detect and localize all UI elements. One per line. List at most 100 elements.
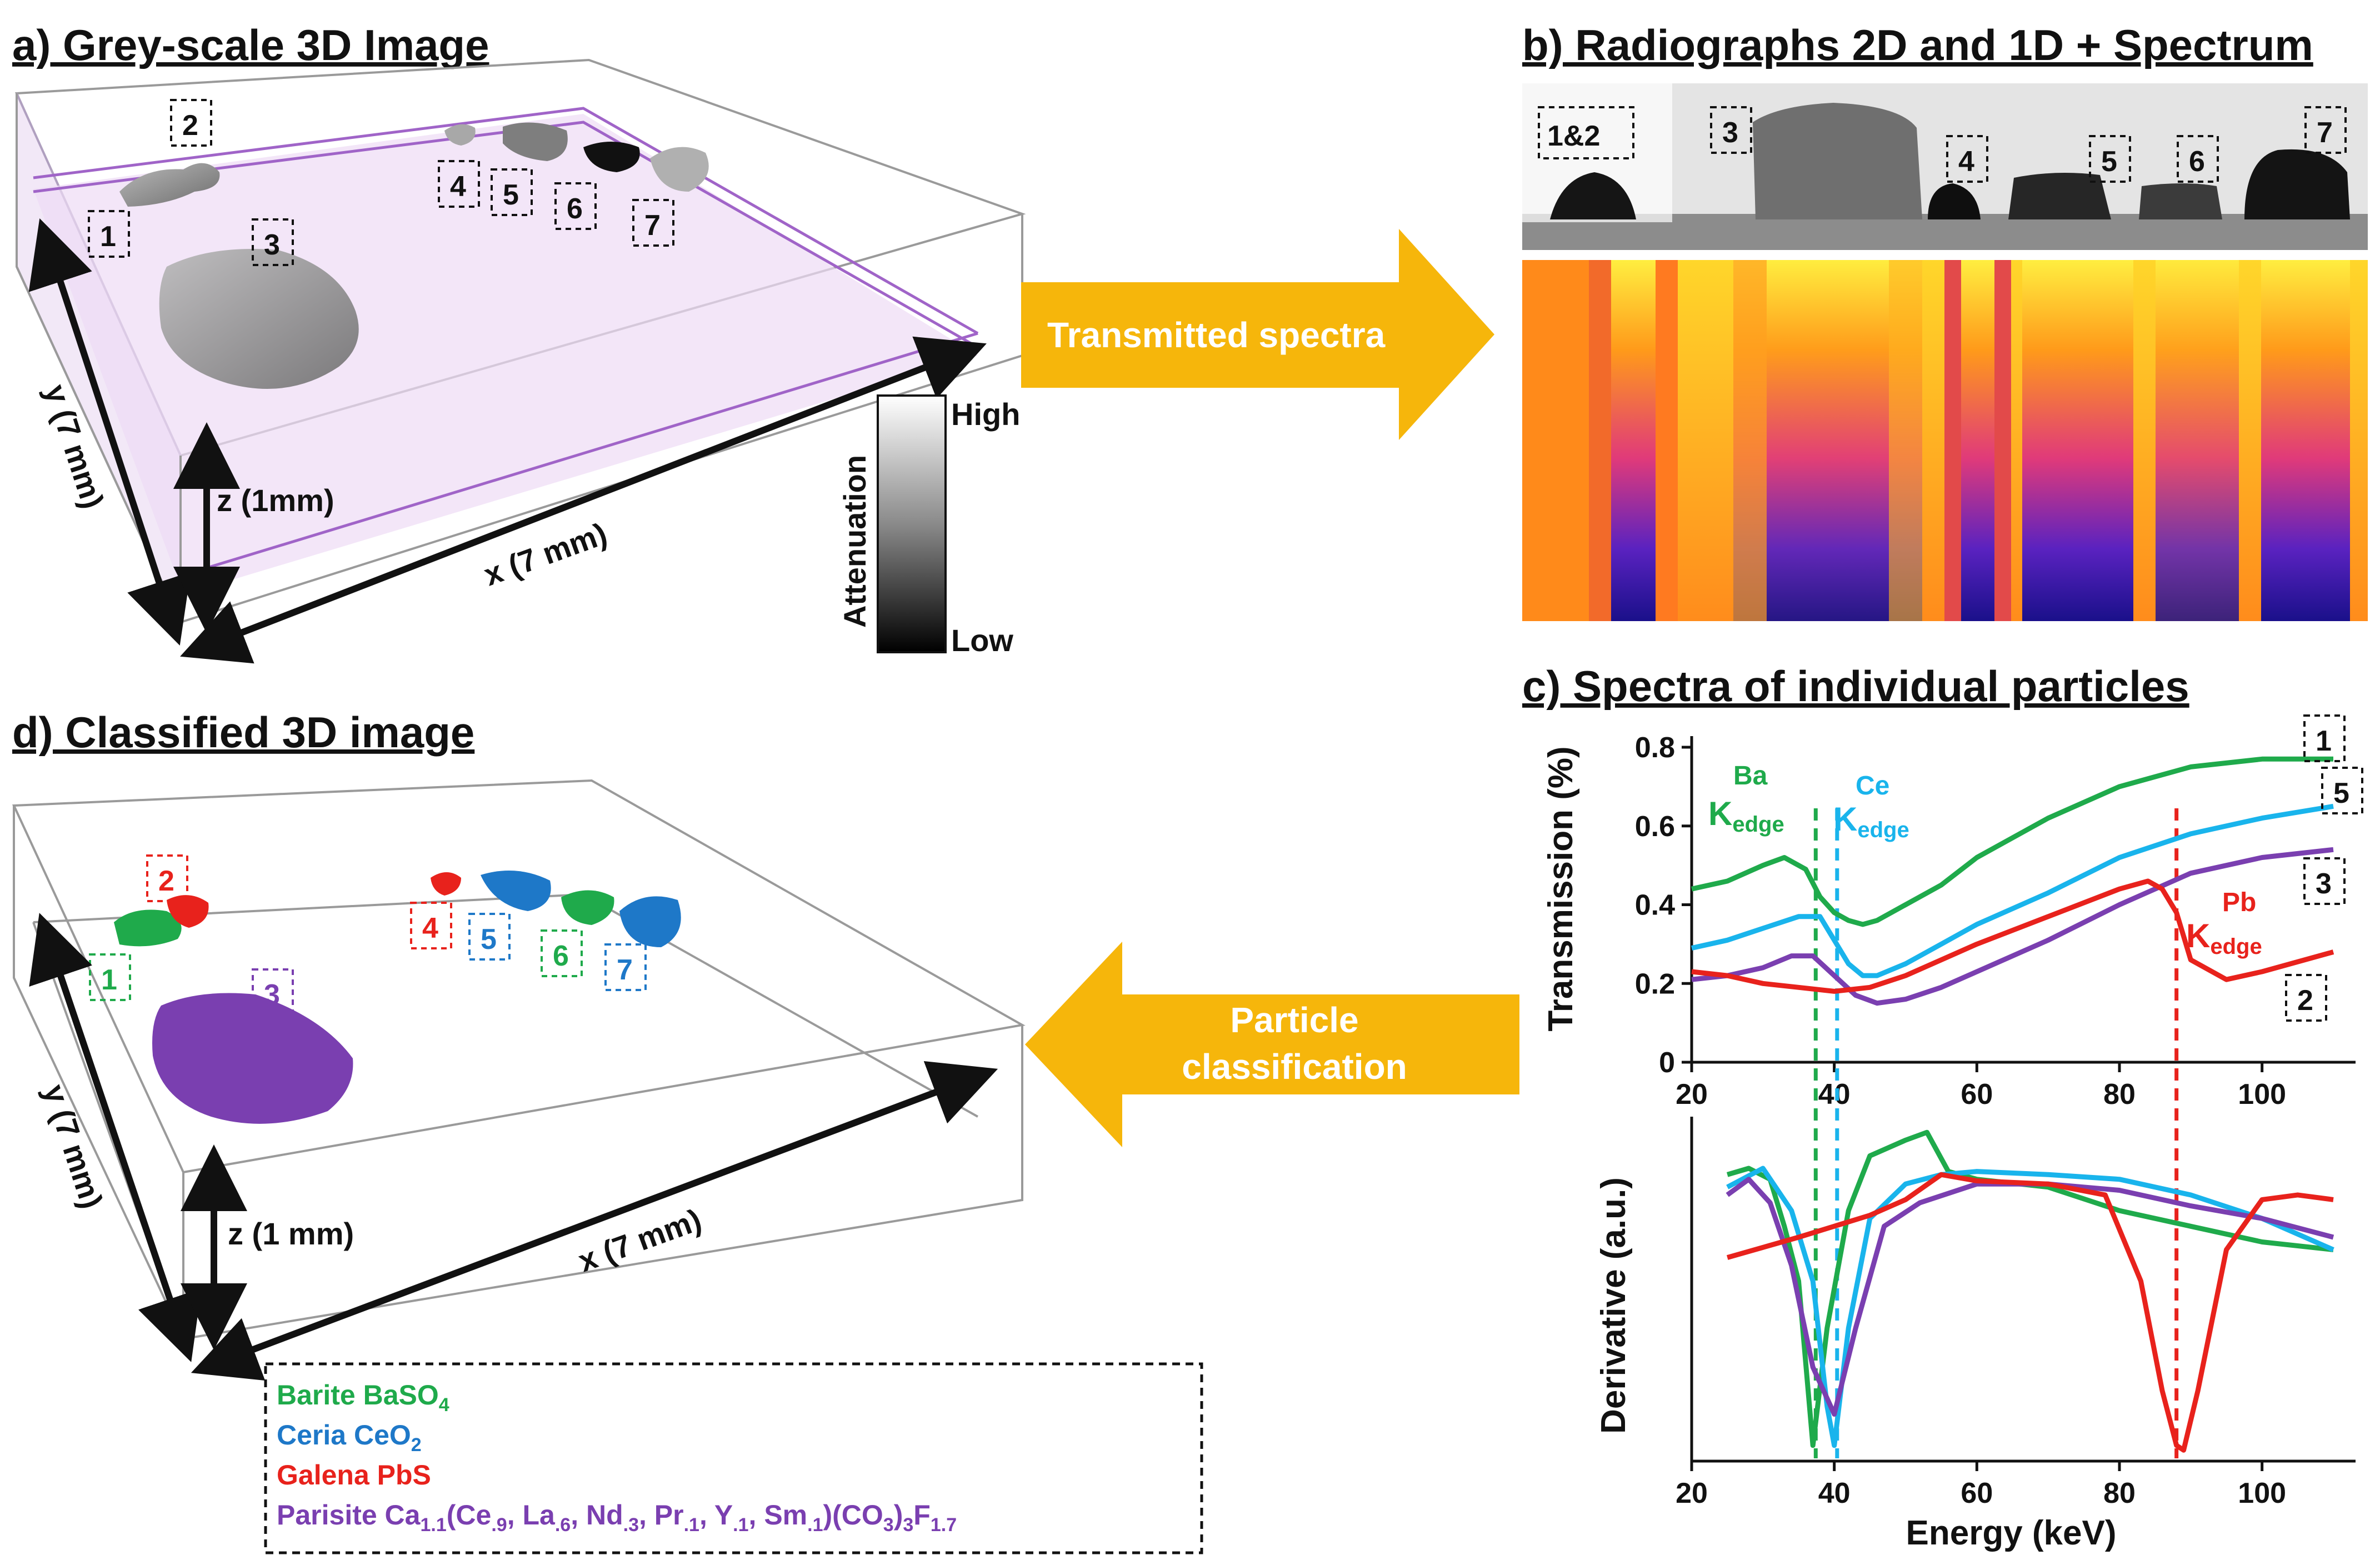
xlabel-energy: Energy (keV) bbox=[1906, 1514, 2116, 1552]
legend-galena: Galena PbS bbox=[277, 1459, 431, 1491]
curve-label-5: 5 bbox=[2333, 777, 2349, 809]
label-box-d-3 bbox=[252, 968, 294, 1016]
label-b-5: 5 bbox=[2101, 146, 2117, 178]
label-box-d-6 bbox=[541, 929, 583, 977]
curve-label-box-2 bbox=[2285, 974, 2327, 1022]
xtick-label-derivative: 80 bbox=[2103, 1477, 2136, 1509]
label-a-7: 7 bbox=[644, 209, 661, 242]
axis-y-arrow-d bbox=[29, 913, 202, 1362]
series-line-2 bbox=[1691, 847, 2334, 1006]
label-box-a-6 bbox=[554, 182, 597, 230]
radio-particle-1-2 bbox=[1550, 172, 1636, 219]
curve-label-2: 2 bbox=[2297, 984, 2313, 1017]
radio-particle-7 bbox=[2244, 149, 2350, 219]
edge-element-ce: Ce bbox=[1856, 771, 1889, 801]
derivative-line-2 bbox=[1726, 1177, 2334, 1417]
label-a-2: 2 bbox=[182, 109, 198, 142]
label-a-6: 6 bbox=[567, 193, 583, 225]
arrow-particle-classification: Particle classification bbox=[1025, 942, 1519, 1147]
series-line-0 bbox=[1691, 756, 2333, 927]
legend-parisite: Parisite Ca1.1(Ce.9, La.6, Nd.3, Pr.1, Y… bbox=[277, 1499, 957, 1536]
label-box-b-6 bbox=[2177, 135, 2219, 183]
axis-x-label-a: x (7 mm) bbox=[479, 516, 612, 592]
radio-particle-5 bbox=[2008, 173, 2111, 219]
label-box-a-5 bbox=[491, 168, 533, 216]
label-box-a-4 bbox=[438, 160, 480, 208]
spectrum-bands bbox=[1522, 260, 2350, 621]
particle-a-6 bbox=[583, 142, 640, 172]
xtick-label: 20 bbox=[1676, 1078, 1708, 1111]
label-a-3: 3 bbox=[264, 229, 280, 261]
edge-label-ba: Kedge bbox=[1708, 795, 1784, 837]
edge-element-ba: Ba bbox=[1733, 761, 1768, 791]
curve-label-box-1 bbox=[2303, 714, 2346, 762]
label-a-1: 1 bbox=[100, 221, 116, 253]
label-d-7: 7 bbox=[617, 954, 633, 986]
ytick-label: 0.8 bbox=[1635, 732, 1675, 764]
xtick-label: 100 bbox=[2238, 1078, 2286, 1111]
label-box-b-3 bbox=[1710, 106, 1752, 154]
particle-a-4 bbox=[444, 124, 476, 146]
radio-particle-4 bbox=[1928, 183, 1981, 219]
label-box-a-3 bbox=[252, 218, 294, 266]
legend-barite: Barite BaSO4 bbox=[277, 1379, 449, 1416]
label-d-1: 1 bbox=[101, 964, 117, 996]
arrow-transmitted-spectra: Transmitted spectra bbox=[1021, 229, 1494, 440]
radio-particle-3 bbox=[1753, 103, 1922, 219]
label-box-a-2 bbox=[170, 99, 212, 147]
radio-particle-6 bbox=[2139, 183, 2222, 219]
xtick-label-derivative: 20 bbox=[1676, 1477, 1708, 1509]
label-box-d-7 bbox=[604, 943, 647, 991]
particle-d-4 bbox=[431, 872, 461, 896]
label-box-b-7 bbox=[2304, 106, 2347, 154]
label-box-d-5 bbox=[468, 913, 511, 961]
panel-c: c) Spectra of individual particles 0 0.2 0… bbox=[1522, 662, 2363, 1552]
label-d-5: 5 bbox=[481, 923, 497, 956]
colorbar bbox=[877, 394, 947, 653]
axis-z-label-a: z (1mm) bbox=[217, 483, 334, 518]
particle-d-5 bbox=[481, 871, 551, 911]
xtick-label-derivative: 100 bbox=[2238, 1477, 2286, 1509]
edge-element-pb: Pb bbox=[2222, 888, 2256, 917]
panel-b: b) Radiographs 2D and 1D + Spectrum 1&2 … bbox=[1522, 21, 2368, 621]
particle-a-7 bbox=[650, 147, 709, 192]
xtick-label-derivative: 40 bbox=[1818, 1477, 1851, 1509]
label-d-6: 6 bbox=[553, 940, 569, 972]
label-box-a-7 bbox=[632, 199, 674, 247]
ytick-label: 0.2 bbox=[1635, 968, 1675, 1000]
ytick-label: 0 bbox=[1659, 1047, 1675, 1079]
xtick-label-derivative: 60 bbox=[1961, 1477, 1993, 1509]
curve-label-box-5 bbox=[2321, 767, 2363, 814]
ylabel-transmission: Transmission (%) bbox=[1542, 746, 1580, 1031]
panel-b-title: b) Radiographs 2D and 1D + Spectrum bbox=[1522, 21, 2313, 69]
label-box-d-4 bbox=[410, 902, 452, 949]
particle-d-1 bbox=[114, 909, 182, 947]
label-d-2: 2 bbox=[158, 865, 174, 897]
particle-d-7 bbox=[619, 896, 681, 947]
arrow-right-text: Transmitted spectra bbox=[1047, 315, 1386, 355]
panel-c-title: c) Spectra of individual particles bbox=[1522, 662, 2189, 711]
label-a-5: 5 bbox=[503, 179, 519, 211]
label-a-4: 4 bbox=[450, 171, 466, 203]
arrow-left-text-2: classification bbox=[1182, 1047, 1407, 1087]
derivative-line-0 bbox=[1726, 1129, 2334, 1448]
edge-label-ce: Kedge bbox=[1833, 801, 1909, 842]
ytick-label: 0.6 bbox=[1635, 811, 1675, 843]
xtick-label: 40 bbox=[1818, 1078, 1851, 1111]
xtick-label: 60 bbox=[1961, 1078, 1993, 1111]
panel-a: a) Grey-scale 3D Image 1 2 bbox=[12, 21, 1026, 664]
chart-derivative: 20 40 60 80 100 bbox=[1676, 1117, 2356, 1509]
panel-d-title: d) Classified 3D image bbox=[12, 708, 474, 757]
label-box-d-2 bbox=[146, 854, 188, 902]
axis-y-label-d: y (7 mm) bbox=[37, 1080, 110, 1212]
label-box-b-4 bbox=[1946, 135, 1988, 183]
label-box-b-1-2 bbox=[1538, 106, 1634, 159]
particle-d-3 bbox=[152, 993, 353, 1124]
curve-label-1: 1 bbox=[2316, 725, 2332, 757]
axis-y-arrow-a bbox=[28, 218, 191, 646]
label-b-7: 7 bbox=[2317, 117, 2333, 149]
chart-transmission: 0 0.2 0.4 0.6 0.8 20 40 60 80 100 bbox=[1635, 732, 2356, 1458]
label-b-1-2: 1&2 bbox=[1547, 120, 1600, 152]
label-d-3: 3 bbox=[264, 979, 280, 1011]
